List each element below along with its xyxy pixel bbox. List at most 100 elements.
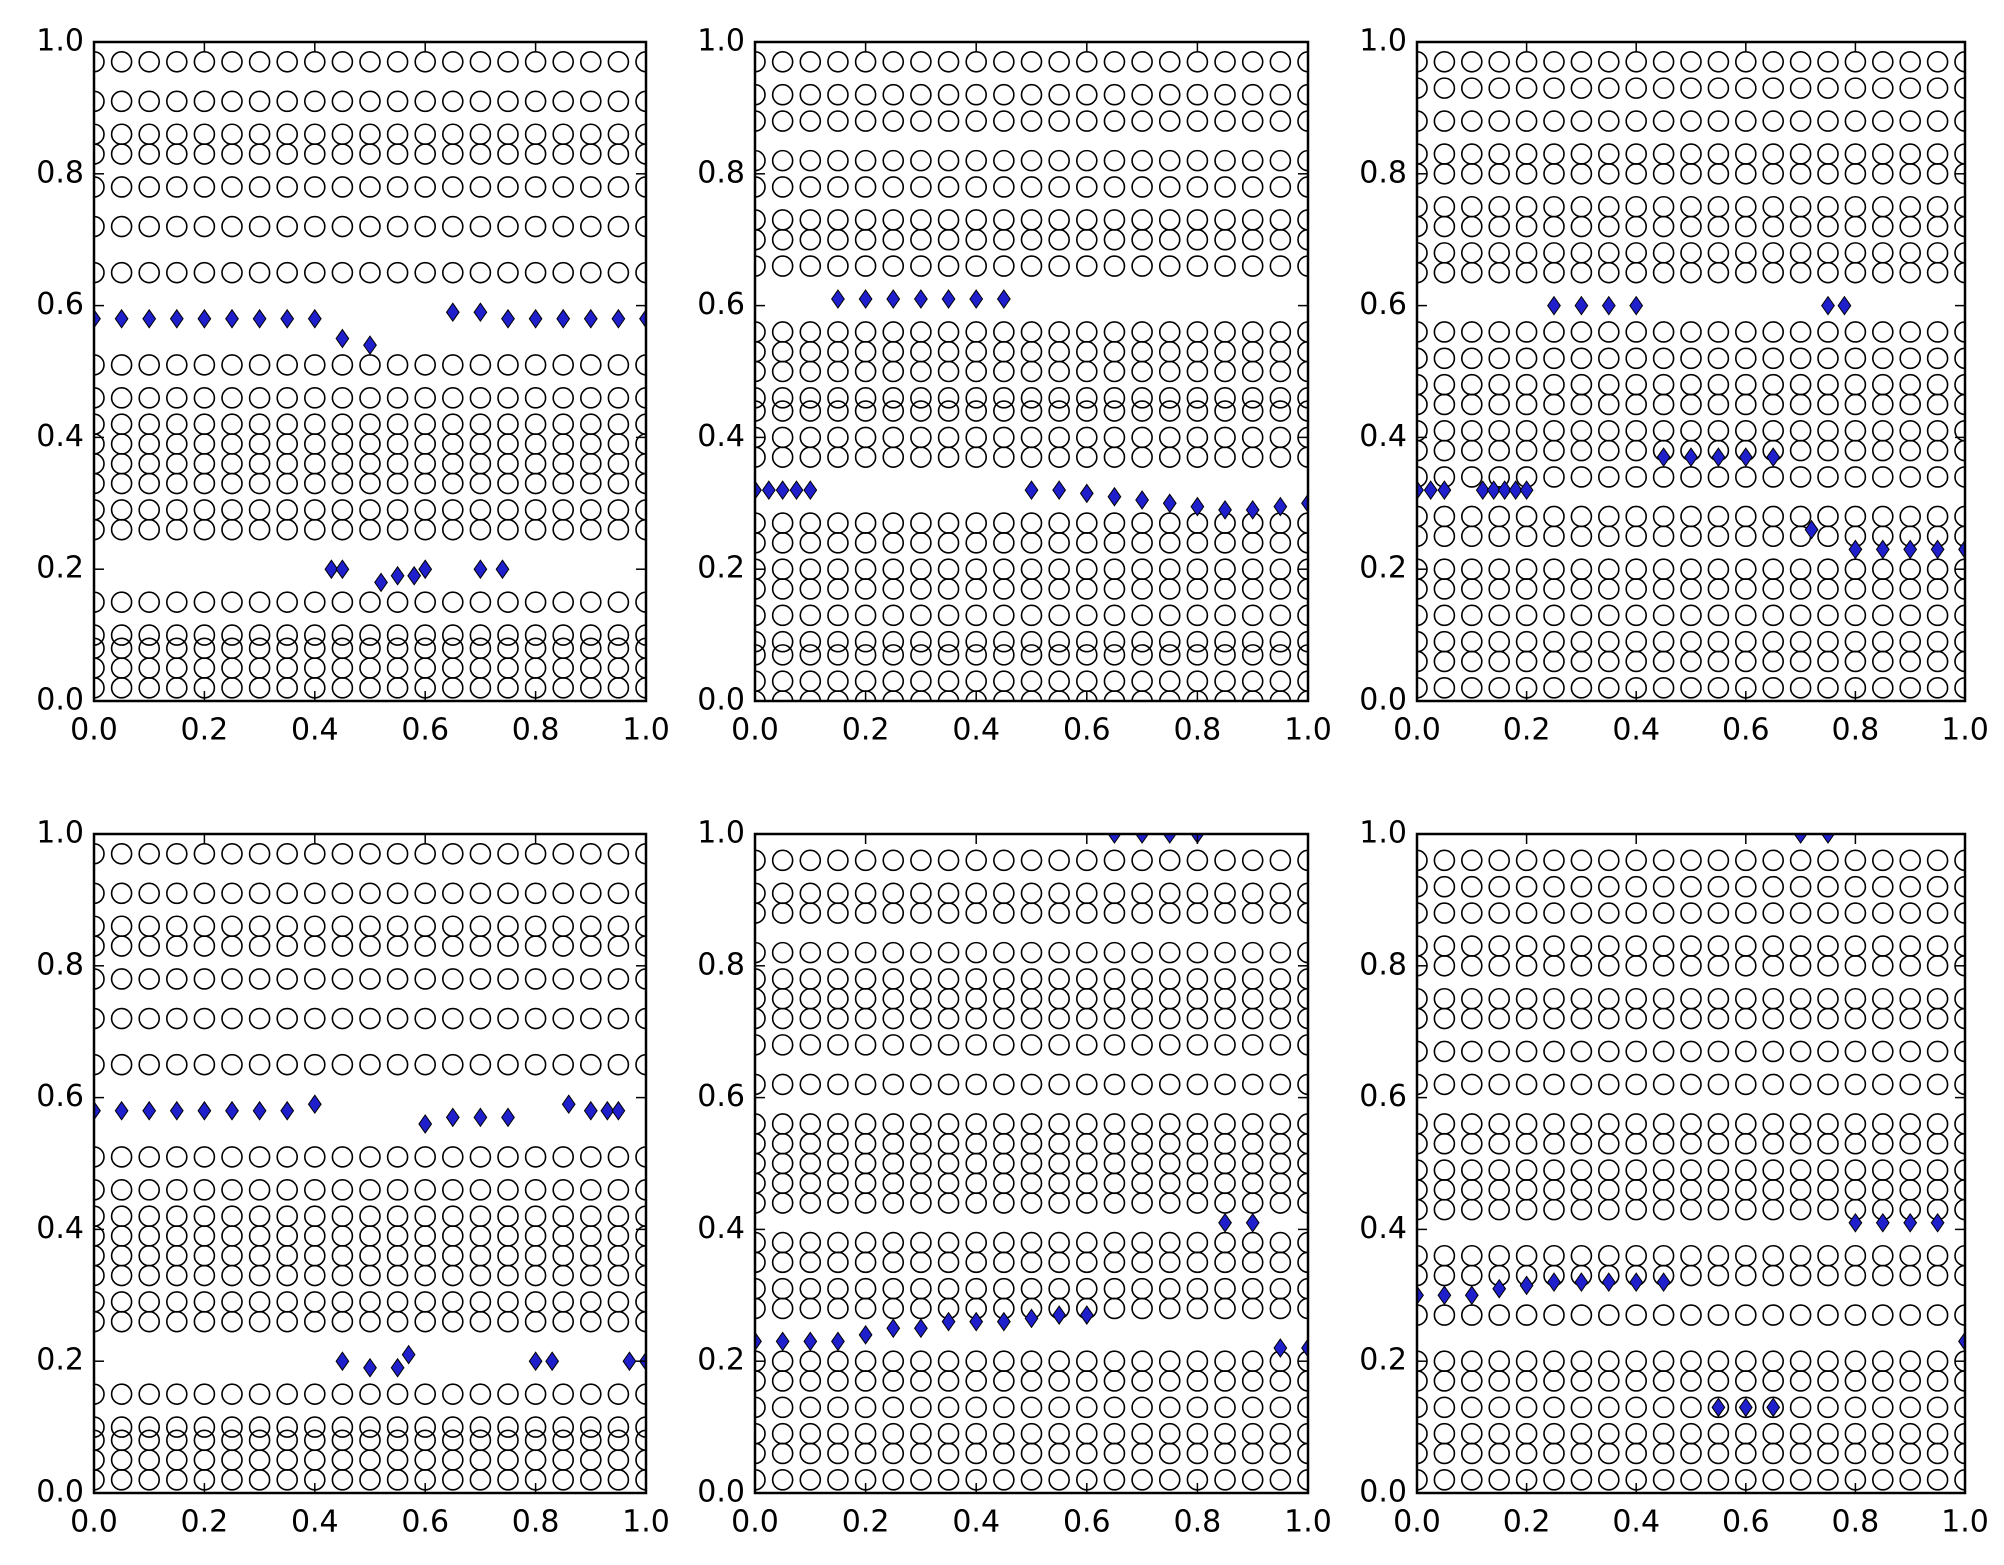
circle-point xyxy=(1652,1370,1675,1392)
circle-point xyxy=(1433,1304,1456,1326)
circle-point xyxy=(579,387,602,409)
circle-point xyxy=(635,1179,646,1201)
circle-point xyxy=(1417,1370,1428,1392)
circle-point xyxy=(1570,1422,1593,1445)
circle-point xyxy=(303,472,326,495)
circle-point xyxy=(1543,902,1565,924)
circle-point xyxy=(799,1370,822,1392)
circle-point xyxy=(1817,1007,1839,1030)
circle-point xyxy=(276,1007,299,1030)
circle-point xyxy=(248,1244,271,1267)
circle-point xyxy=(248,1449,271,1471)
circle-point xyxy=(469,915,492,938)
circle-point xyxy=(965,1132,988,1155)
circle-point xyxy=(827,228,849,251)
circle-point xyxy=(799,1277,822,1300)
circle-point xyxy=(1598,420,1620,442)
circle-point xyxy=(497,624,519,646)
circle-point xyxy=(414,413,437,436)
circle-point xyxy=(1488,143,1510,165)
circle-point xyxy=(497,915,519,938)
circle-point xyxy=(552,1179,575,1201)
diamond-point xyxy=(1738,1397,1753,1418)
circle-point xyxy=(827,1192,849,1214)
circle-point xyxy=(1570,242,1593,264)
circle-point xyxy=(1158,340,1181,363)
circle-point xyxy=(414,261,437,284)
circle-point xyxy=(497,50,519,73)
circle-point xyxy=(1762,1132,1784,1155)
circle-point xyxy=(937,1396,960,1419)
circle-point xyxy=(1844,1113,1867,1135)
circle-point xyxy=(1872,1396,1894,1419)
circle-point xyxy=(1844,1350,1867,1372)
circle-point xyxy=(1461,1073,1483,1096)
circle-point xyxy=(94,413,105,436)
circle-point xyxy=(1131,83,1153,106)
circle-point xyxy=(1076,360,1098,383)
circle-point xyxy=(607,387,630,409)
circle-point xyxy=(1625,215,1647,238)
circle-point xyxy=(1680,420,1702,442)
circle-point xyxy=(1899,1396,1921,1419)
circle-point xyxy=(1048,446,1070,468)
circle-point xyxy=(854,400,877,422)
circle-point xyxy=(1707,1442,1730,1465)
circle-point xyxy=(1570,1370,1593,1392)
circle-point xyxy=(1241,968,1264,990)
circle-point xyxy=(1417,1442,1428,1465)
circle-point xyxy=(1417,1159,1428,1181)
circle-point xyxy=(552,354,575,376)
circle-point xyxy=(1048,228,1070,251)
circle-point xyxy=(414,1225,437,1247)
circle-point xyxy=(771,228,794,251)
circle-point xyxy=(1598,1422,1620,1445)
circle-point xyxy=(359,90,381,113)
circle-point xyxy=(1103,1073,1126,1096)
circle-point xyxy=(1433,630,1456,653)
circle-point xyxy=(882,987,905,1010)
circle-point xyxy=(1417,604,1428,627)
circle-point xyxy=(441,215,464,238)
circle-point xyxy=(1433,1007,1456,1030)
circle-point xyxy=(1269,1172,1292,1195)
diamond-point xyxy=(775,480,790,500)
circle-point xyxy=(1515,1304,1538,1326)
circle-point xyxy=(827,849,849,872)
circle-point xyxy=(1103,360,1126,383)
circle-point xyxy=(1158,578,1181,600)
circle-point xyxy=(1186,321,1209,343)
circle-point xyxy=(248,472,271,495)
circle-point xyxy=(1543,1442,1565,1465)
circle-point xyxy=(1433,163,1456,185)
circle-point xyxy=(1570,195,1593,218)
diamond-point xyxy=(1107,834,1122,844)
circle-point xyxy=(552,50,575,73)
circle-point xyxy=(1488,1198,1510,1221)
circle-point xyxy=(854,1370,877,1392)
circle-point xyxy=(1954,1304,1965,1326)
circle-point xyxy=(799,902,822,924)
circle-point xyxy=(1707,1159,1730,1181)
circle-point xyxy=(1625,1304,1647,1326)
circle-point xyxy=(910,1132,932,1155)
circle-point xyxy=(1817,1073,1839,1096)
circle-point xyxy=(882,604,905,627)
circle-point xyxy=(799,1231,822,1254)
circle-point xyxy=(248,50,271,73)
circle-point xyxy=(414,1179,437,1201)
circle-point xyxy=(1789,215,1812,238)
circle-point xyxy=(937,604,960,627)
circle-point xyxy=(1735,902,1757,924)
circle-point xyxy=(1158,968,1181,990)
circle-point xyxy=(1076,1277,1098,1300)
diamond-point xyxy=(639,308,646,329)
circle-point xyxy=(1625,1040,1647,1063)
circle-point xyxy=(1103,1231,1126,1254)
circle-point xyxy=(166,1416,188,1438)
circle-point xyxy=(1844,558,1867,581)
circle-point xyxy=(1570,1198,1593,1221)
circle-point xyxy=(607,176,630,198)
circle-point xyxy=(1872,1073,1894,1096)
circle-point xyxy=(1899,50,1921,73)
